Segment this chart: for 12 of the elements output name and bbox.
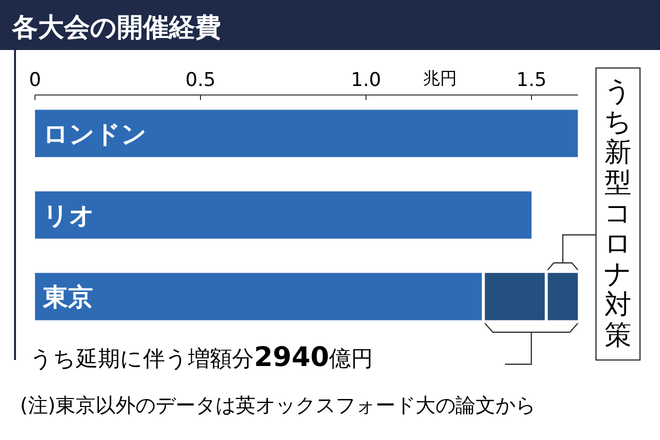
text: (注)東京以外のデータは英オックスフォード大の論文から [20, 393, 536, 417]
y-tick-label: 東京 [42, 282, 93, 312]
x-tick-label: 1.0 [350, 69, 382, 91]
x-tick-label: 1.5 [516, 69, 547, 91]
x-tick-label: 0.5 [185, 69, 216, 91]
x-axis-title: 兆円 [423, 69, 457, 89]
x-tick-label: 0 [28, 69, 42, 91]
chart-title: 各大会の開催経費 [11, 13, 221, 43]
text: うち新型コロナ対策 [604, 76, 632, 351]
y-tick-label: ロンドン [43, 119, 147, 148]
text: うち延期に伴う増額分2940億円 [30, 342, 374, 373]
y-tick-label: リオ [43, 201, 95, 230]
